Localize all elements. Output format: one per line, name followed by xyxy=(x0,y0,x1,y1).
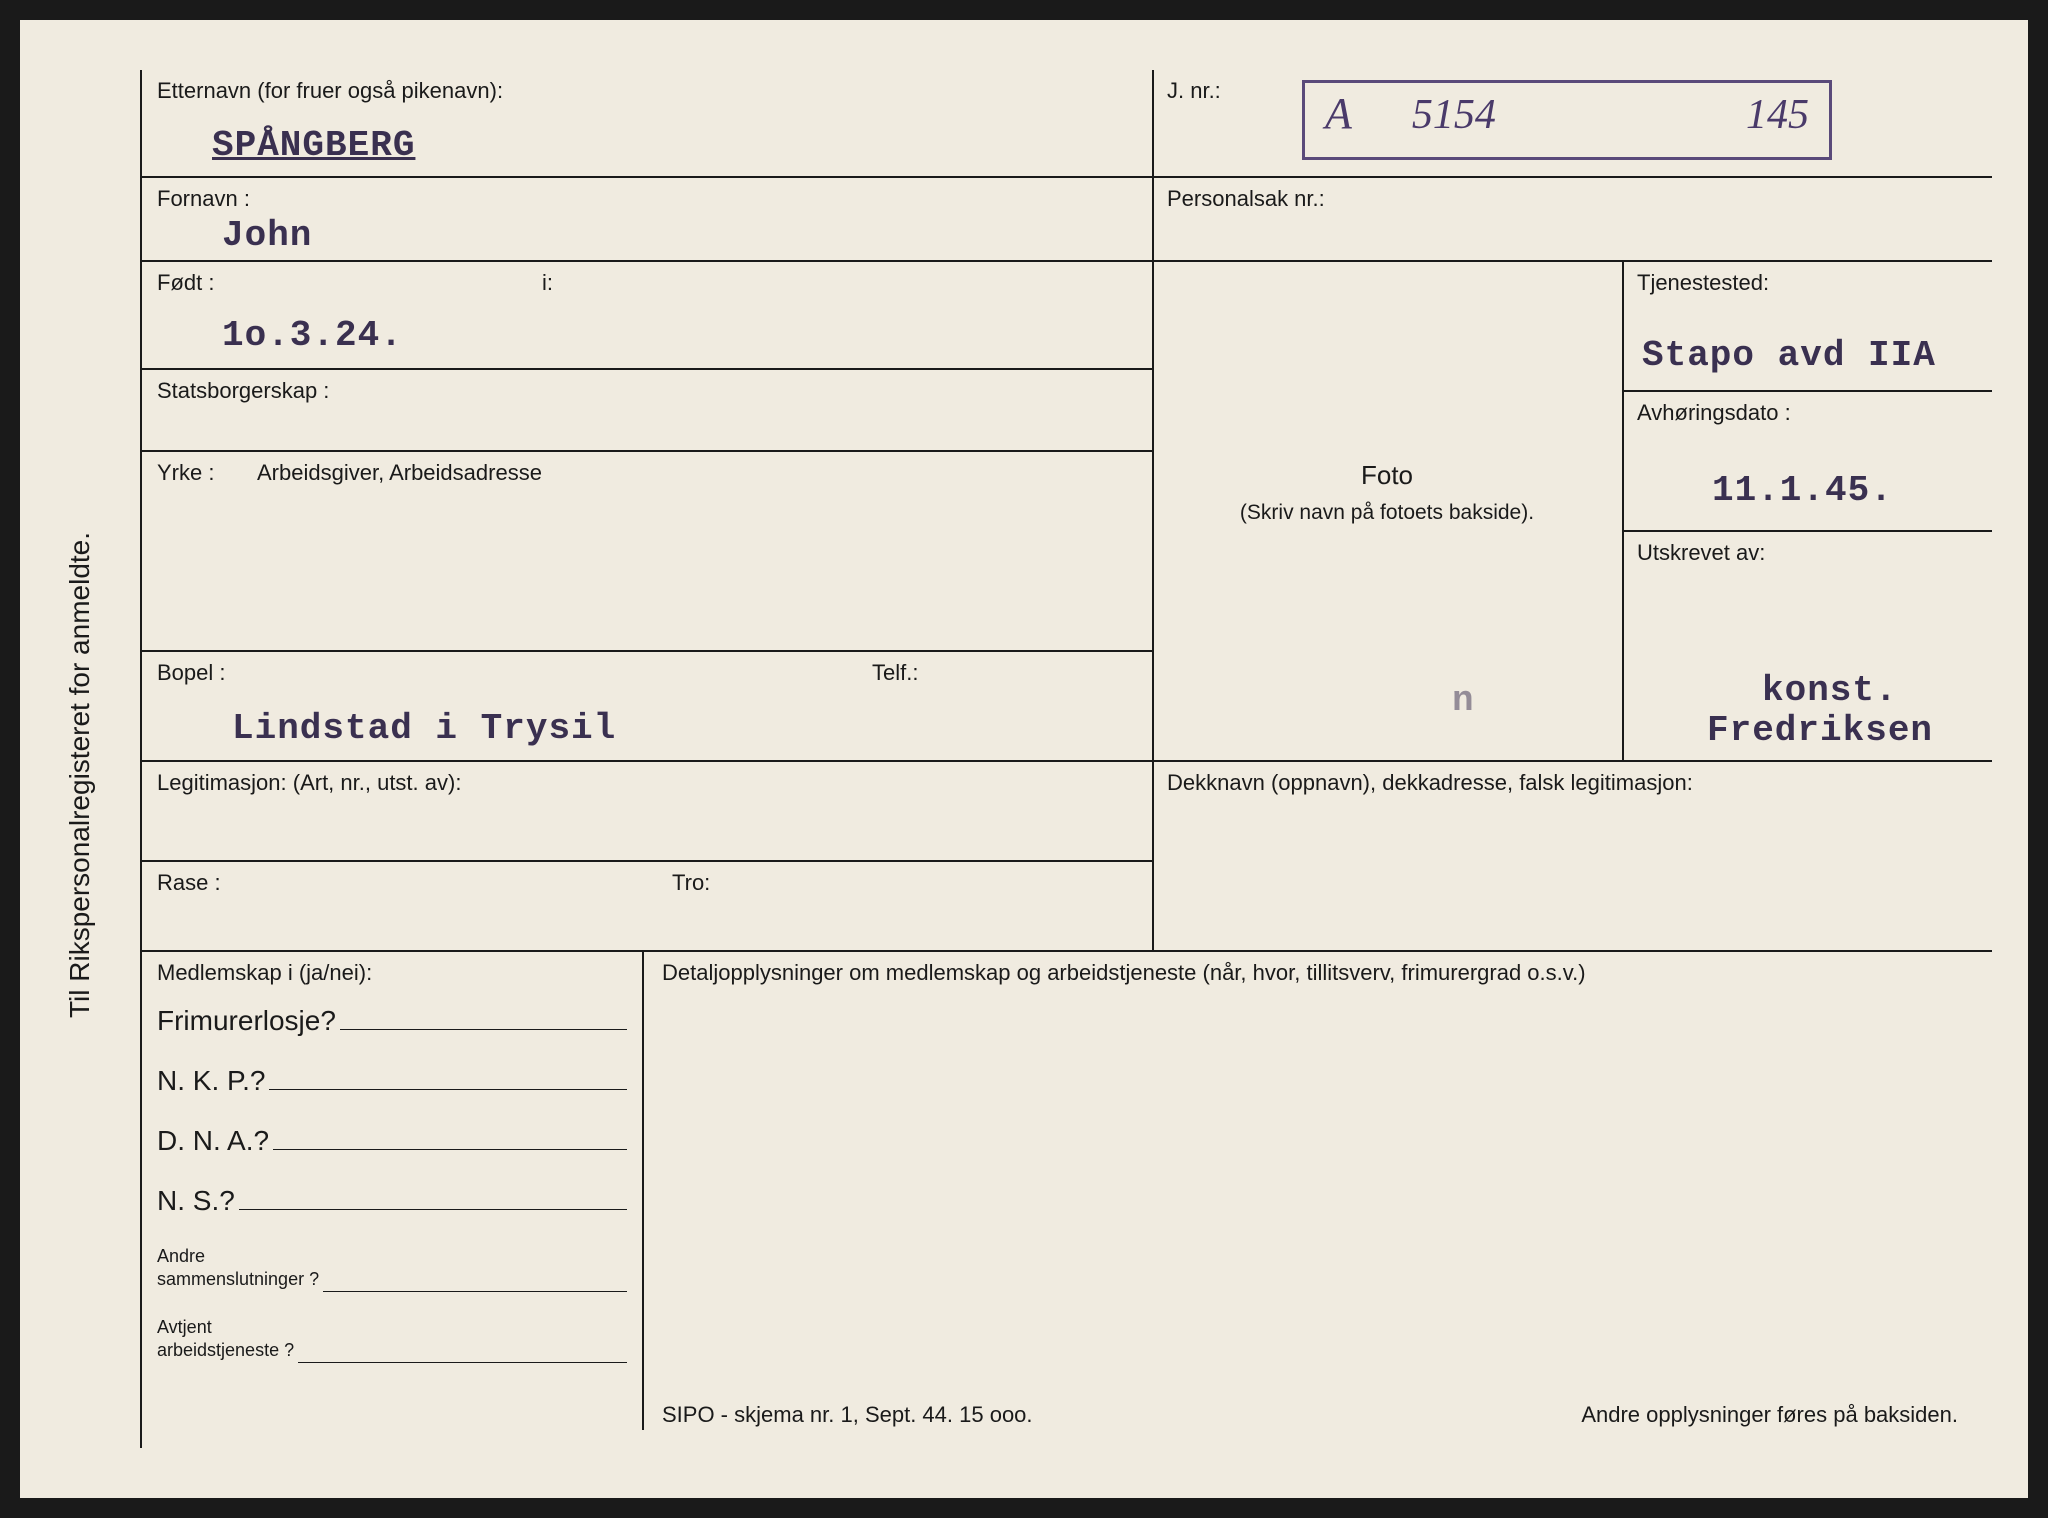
avtjent-item: Avtjent arbeidstjeneste ? xyxy=(157,1316,627,1363)
fornavn-label: Fornavn : xyxy=(157,186,250,212)
arbeidsgiver-label: Arbeidsgiver, Arbeidsadresse xyxy=(257,460,542,486)
ns-item: N. S.? xyxy=(157,1185,627,1217)
foto-label: Foto xyxy=(1152,460,1622,491)
etternavn-value: SPÅNGBERG xyxy=(212,125,415,166)
membership-block: Frimurerlosje? N. K. P.? D. N. A.? N. S.… xyxy=(157,1005,627,1363)
etternavn-label: Etternavn (for fruer også pikenavn): xyxy=(157,78,503,104)
fodt-value: 1o.3.24. xyxy=(222,315,403,356)
divider-v2 xyxy=(1622,260,1624,760)
hline xyxy=(1622,530,1992,532)
ns-label: N. S.? xyxy=(157,1185,235,1217)
personalsak-label: Personalsak nr.: xyxy=(1167,186,1325,212)
footer-form: SIPO - skjema nr. 1, Sept. 44. 15 ooo. xyxy=(662,1402,1033,1428)
stamp-box: A 5154 145 xyxy=(1302,80,1832,160)
hline xyxy=(142,650,1152,652)
hline xyxy=(142,860,1152,862)
hline xyxy=(1622,390,1992,392)
hline xyxy=(1152,176,1992,178)
blank-line xyxy=(239,1190,627,1210)
hline xyxy=(142,950,1992,952)
hline xyxy=(142,260,1152,262)
legitimasjon-label: Legitimasjon: (Art, nr., utst. av): xyxy=(157,770,461,796)
telf-label: Telf.: xyxy=(872,660,918,686)
rase-label: Rase : xyxy=(157,870,221,896)
jnr-label: J. nr.: xyxy=(1167,78,1221,104)
detalj-label: Detaljopplysninger om medlemskap og arbe… xyxy=(662,960,1586,986)
blank-line xyxy=(298,1343,627,1363)
hline xyxy=(142,450,1152,452)
bopel-value: Lindstad i Trysil xyxy=(232,708,616,749)
tjenestested-value: Stapo avd IIA xyxy=(1642,335,1936,376)
hline xyxy=(142,368,1152,370)
medlemskap-label: Medlemskap i (ja/nei): xyxy=(157,960,372,986)
statsborgerskap-label: Statsborgerskap : xyxy=(157,378,329,404)
utskrevet-value2: Fredriksen xyxy=(1707,710,1933,751)
dna-label: D. N. A.? xyxy=(157,1125,269,1157)
blank-line xyxy=(269,1070,627,1090)
yrke-label: Yrke : xyxy=(157,460,214,486)
dekknavn-label: Dekknavn (oppnavn), dekkadresse, falsk l… xyxy=(1167,770,1693,796)
utskrevet-label: Utskrevet av: xyxy=(1637,540,1765,566)
tjenestested-label: Tjenestested: xyxy=(1637,270,1769,296)
stamp-a: A xyxy=(1325,88,1352,139)
avhoringsdato-value: 11.1.45. xyxy=(1712,470,1893,511)
foto-area: Foto (Skriv navn på fotoets bakside). n xyxy=(1152,260,1622,760)
footer-andre: Andre opplysninger føres på baksiden. xyxy=(1581,1402,1958,1428)
vertical-title: Til Rikspersonalregisteret for anmeldte. xyxy=(64,532,96,1018)
andre-samm-label: Andre sammenslutninger ? xyxy=(157,1245,319,1292)
divider-v3 xyxy=(642,950,644,1430)
blank-line xyxy=(340,1010,627,1030)
hline xyxy=(1152,760,1992,762)
form-area: Etternavn (for fruer også pikenavn): SPÅ… xyxy=(140,70,1968,1448)
stamp-num1: 5154 xyxy=(1412,91,1496,139)
andre-samm-item: Andre sammenslutninger ? xyxy=(157,1245,627,1292)
avtjent-label: Avtjent arbeidstjeneste ? xyxy=(157,1316,294,1363)
dna-item: D. N. A.? xyxy=(157,1125,627,1157)
bopel-label: Bopel : xyxy=(157,660,226,686)
fodt-i-label: i: xyxy=(542,270,553,296)
blank-line xyxy=(273,1130,627,1150)
nkp-item: N. K. P.? xyxy=(157,1065,627,1097)
foto-sublabel: (Skriv navn på fotoets bakside). xyxy=(1152,501,1622,525)
faded-n: n xyxy=(1452,680,1475,721)
stamp-num2: 145 xyxy=(1746,91,1809,139)
fornavn-value: John xyxy=(222,215,312,256)
nkp-label: N. K. P.? xyxy=(157,1065,265,1097)
avhoringsdato-label: Avhøringsdato : xyxy=(1637,400,1791,426)
tro-label: Tro: xyxy=(672,870,710,896)
frimurer-item: Frimurerlosje? xyxy=(157,1005,627,1037)
hline xyxy=(142,176,1152,178)
registration-card: Til Rikspersonalregisteret for anmeldte.… xyxy=(20,20,2028,1498)
hline xyxy=(142,760,1152,762)
fodt-label: Født : xyxy=(157,270,214,296)
blank-line xyxy=(323,1272,627,1292)
utskrevet-value1: konst. xyxy=(1762,670,1898,711)
frimurer-label: Frimurerlosje? xyxy=(157,1005,336,1037)
